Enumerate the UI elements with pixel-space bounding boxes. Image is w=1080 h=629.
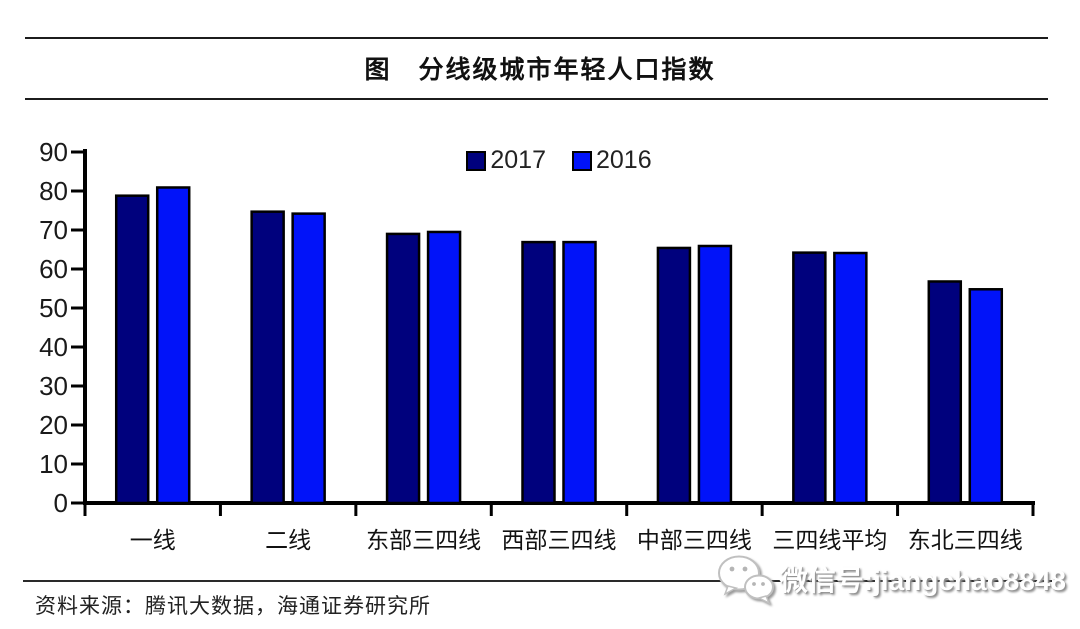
x-category-label-0: 一线 — [130, 528, 176, 553]
title-rule-bottom — [25, 98, 1048, 100]
bar-2016-中部三四线 — [697, 244, 733, 505]
source-rule — [23, 580, 1052, 582]
bar-2017-三四线平均 — [792, 251, 827, 505]
bar-2016-西部三四线 — [562, 240, 597, 505]
bar-2017-中部三四线 — [656, 246, 692, 505]
bar-2016-东北三四线 — [968, 288, 1004, 505]
wechat-watermark: 微信号:jiangchao8848 — [714, 554, 1066, 604]
bar-2017-东北三四线 — [927, 280, 963, 505]
bar-2016-一线 — [155, 186, 191, 505]
legend-label-2017: 2017 — [490, 146, 546, 174]
bar-2016-二线 — [291, 212, 326, 505]
legend-item-2017: 2017 — [466, 146, 546, 175]
bar-2017-西部三四线 — [521, 240, 556, 505]
figure-title: 图 分线级城市年轻人口指数 — [364, 57, 716, 84]
y-tick-label-40: 40 — [39, 332, 68, 362]
legend-swatch-2017 — [466, 150, 487, 171]
bar-2016-东部三四线 — [426, 230, 462, 505]
source-text: 资料来源：腾讯大数据，海通证券研究所 — [35, 594, 431, 618]
bar-2016-三四线平均 — [833, 251, 868, 505]
bar-2017-一线 — [114, 194, 150, 505]
y-tick-label-30: 30 — [39, 371, 68, 401]
x-category-label-6: 东北三四线 — [908, 528, 1023, 553]
title-rule-top — [25, 37, 1048, 39]
bar-2017-二线 — [250, 210, 285, 505]
x-category-label-1: 二线 — [265, 528, 311, 553]
y-tick-label-0: 0 — [54, 488, 68, 518]
x-category-label-3: 西部三四线 — [502, 528, 617, 553]
y-tick-label-80: 80 — [39, 176, 68, 206]
y-tick-label-20: 20 — [39, 410, 68, 440]
x-category-label-2: 东部三四线 — [366, 528, 481, 553]
legend-swatch-2016 — [572, 150, 592, 171]
legend-item-2016: 2016 — [572, 146, 652, 175]
y-tick-label-60: 60 — [39, 254, 68, 284]
chart-legend: 2017 2016 — [0, 146, 1080, 175]
y-tick-label-10: 10 — [39, 449, 68, 479]
bar-2017-东部三四线 — [385, 232, 421, 505]
legend-label-2016: 2016 — [596, 146, 652, 174]
x-category-label-5: 三四线平均 — [772, 528, 887, 553]
x-category-label-4: 中部三四线 — [637, 528, 752, 553]
watermark-text: 微信号:jiangchao8848 — [779, 565, 1066, 596]
wechat-icon — [717, 555, 774, 604]
y-tick-label-50: 50 — [39, 293, 68, 323]
y-tick-label-90: 90 — [39, 137, 68, 167]
y-tick-label-70: 70 — [39, 215, 68, 245]
